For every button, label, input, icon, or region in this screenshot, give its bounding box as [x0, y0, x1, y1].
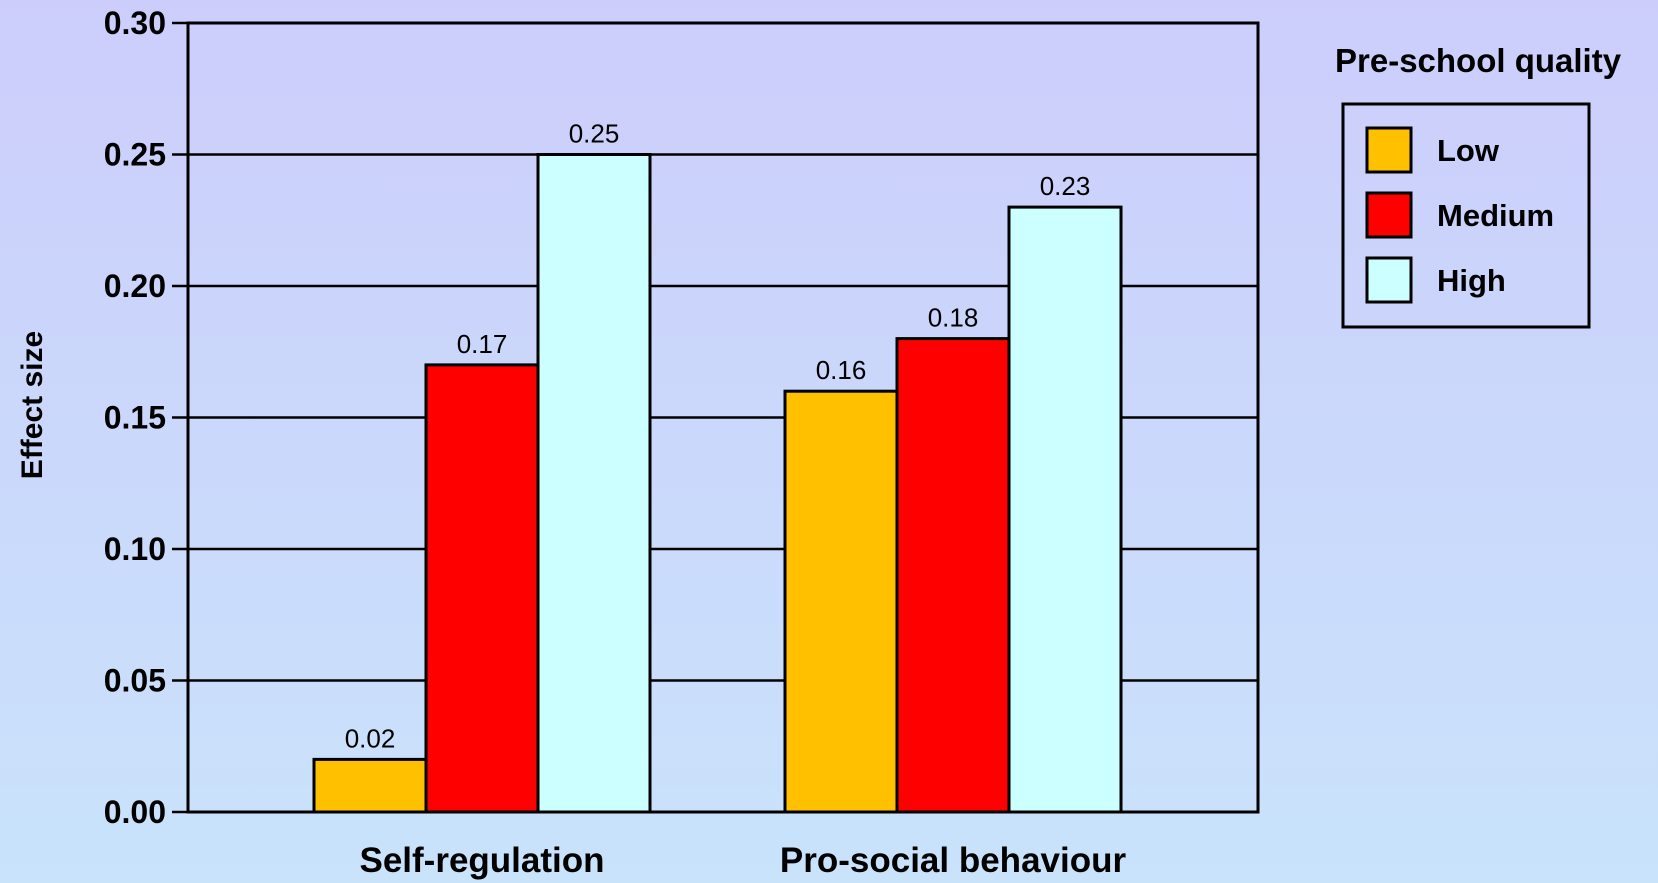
- data-label: 0.02: [345, 723, 396, 753]
- y-tick-label: 0.20: [104, 268, 166, 304]
- bar-medium: [424, 363, 540, 814]
- legend: Pre-school quality Low Medium High: [1335, 42, 1622, 329]
- y-tick-label: 0.00: [104, 794, 166, 830]
- legend-swatch-low: [1365, 126, 1413, 174]
- legend-title: Pre-school quality: [1335, 42, 1622, 79]
- x-category-labels: Self-regulation Pro-social behaviour: [359, 841, 1126, 880]
- legend-label-high: High: [1437, 263, 1506, 298]
- bar-high: [536, 153, 652, 814]
- legend-label-medium: Medium: [1437, 198, 1554, 233]
- legend-swatch-high: [1365, 256, 1413, 304]
- data-label: 0.18: [928, 303, 979, 333]
- y-axis-title: Effect size: [16, 331, 49, 479]
- data-label: 0.17: [457, 329, 508, 359]
- bar-low: [312, 757, 428, 814]
- legend-swatch-medium: [1365, 191, 1413, 239]
- y-tick-label: 0.15: [104, 400, 166, 436]
- x-category-label: Self-regulation: [359, 841, 604, 880]
- bar-medium: [895, 337, 1011, 814]
- data-label: 0.16: [816, 355, 867, 385]
- bar-high: [1007, 205, 1123, 814]
- plot-frame: [186, 21, 1260, 814]
- legend-label-low: Low: [1437, 133, 1500, 168]
- data-label: 0.23: [1040, 171, 1091, 201]
- data-label: 0.25: [569, 119, 620, 149]
- y-tick-label: 0.30: [104, 5, 166, 41]
- axes: [172, 21, 1260, 814]
- x-category-label: Pro-social behaviour: [780, 841, 1127, 880]
- y-tick-label: 0.25: [104, 137, 166, 173]
- y-tick-label: 0.10: [104, 531, 166, 567]
- bars: [312, 153, 1123, 814]
- data-labels: 0.02 0.17 0.25 0.16 0.18 0.23: [345, 119, 1091, 754]
- y-tick-label: 0.05: [104, 663, 166, 699]
- bar-low: [783, 389, 899, 814]
- legend-box: [1341, 102, 1591, 329]
- y-tick-labels: 0.00 0.05 0.10 0.15 0.20 0.25 0.30: [104, 5, 166, 830]
